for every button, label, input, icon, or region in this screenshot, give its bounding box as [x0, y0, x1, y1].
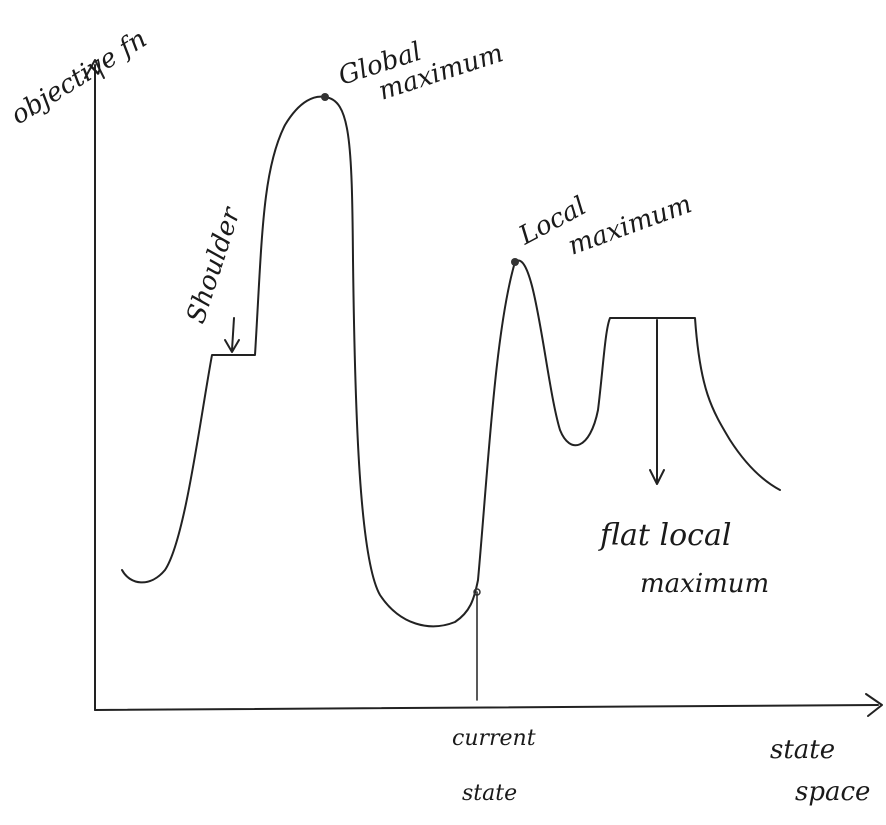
annotation: state	[462, 781, 517, 806]
annotation: maximum	[640, 569, 769, 599]
local-max-dot	[511, 258, 519, 266]
global-max-dot	[321, 93, 329, 101]
x-axis-label: space	[795, 777, 870, 807]
annotation: current	[452, 726, 536, 751]
x-axis-label: state	[770, 735, 835, 765]
annotation: flat local	[598, 518, 731, 553]
background	[0, 0, 886, 825]
diagram: objective fn state space Global maximum …	[0, 0, 886, 825]
